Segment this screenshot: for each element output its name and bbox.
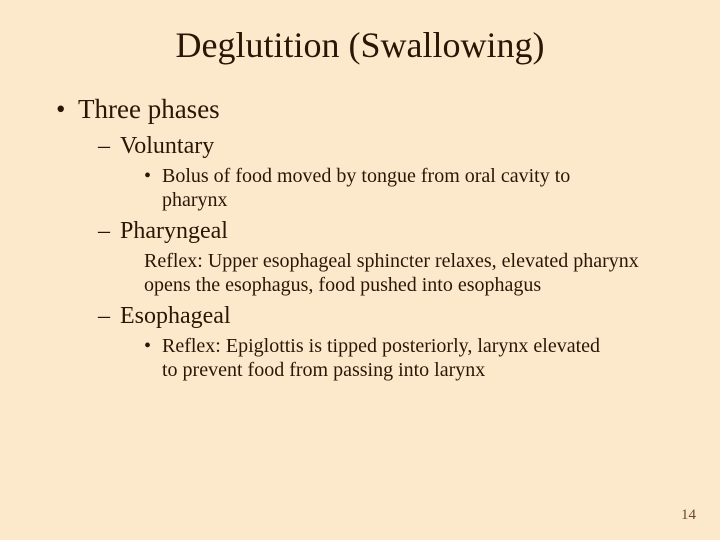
dash-icon: – xyxy=(98,303,120,330)
phase3-detail-text: Reflex: Epiglottis is tipped posteriorly… xyxy=(162,334,616,382)
slide-container: Deglutition (Swallowing) •Three phases –… xyxy=(0,0,720,540)
dash-icon: – xyxy=(98,218,120,245)
slide-title: Deglutition (Swallowing) xyxy=(40,24,680,66)
phase1-detail: •Bolus of food moved by tongue from oral… xyxy=(144,164,620,212)
level1-text: Three phases xyxy=(78,94,220,124)
bullet-icon: • xyxy=(144,164,162,188)
phase1-detail-text: Bolus of food moved by tongue from oral … xyxy=(162,164,616,212)
phase3-detail: •Reflex: Epiglottis is tipped posteriorl… xyxy=(144,334,620,382)
dash-icon: – xyxy=(98,133,120,160)
bullet-level1: •Three phases xyxy=(56,94,680,125)
phase2-detail: Reflex: Upper esophageal sphincter relax… xyxy=(144,249,640,297)
phase3-text: Esophageal xyxy=(120,303,231,329)
bullet-icon: • xyxy=(144,334,162,358)
phase3-label: –Esophageal xyxy=(98,303,680,330)
bullet-icon: • xyxy=(56,94,78,125)
page-number: 14 xyxy=(681,507,696,524)
phase2-detail-text: Reflex: Upper esophageal sphincter relax… xyxy=(144,250,639,296)
phase2-text: Pharyngeal xyxy=(120,218,228,244)
phase1-text: Voluntary xyxy=(120,133,214,159)
phase2-label: –Pharyngeal xyxy=(98,218,680,245)
phase1-label: –Voluntary xyxy=(98,133,680,160)
